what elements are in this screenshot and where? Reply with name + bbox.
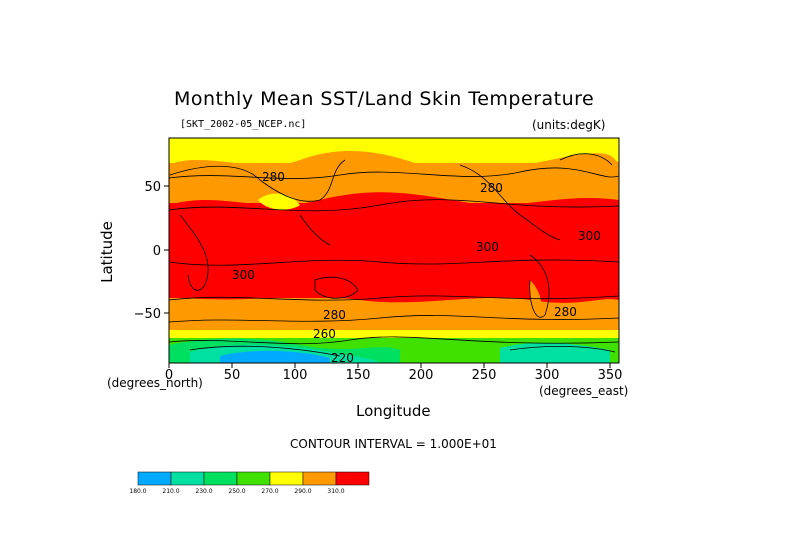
x-tick-label: 50 xyxy=(224,368,241,383)
contour-label: 280 xyxy=(262,170,285,184)
colorbar-label: 180.0 xyxy=(129,488,146,495)
contour-label: 300 xyxy=(476,240,499,254)
contour-label: 300 xyxy=(232,268,255,282)
colorbar-label: 290.0 xyxy=(294,488,311,495)
x-tick-label: 350 xyxy=(598,368,623,383)
band-south-cool xyxy=(169,330,619,340)
contour-label: 280 xyxy=(323,308,346,322)
colorbar-label: 270.0 xyxy=(261,488,278,495)
x-tick-label: 150 xyxy=(346,368,371,383)
colorbar-label: 250.0 xyxy=(228,488,245,495)
x-tick-label: 100 xyxy=(283,368,308,383)
colorbar-label: 230.0 xyxy=(195,488,212,495)
units-label: (units:degK) xyxy=(532,118,606,132)
file-name-label: [SKT_2002-05_NCEP.nc] xyxy=(180,119,307,130)
colorbar-swatch xyxy=(302,471,337,486)
colorbar-swatch xyxy=(170,471,205,486)
colorbar-label: 310.0 xyxy=(327,488,344,495)
colorbar-swatch xyxy=(335,471,370,486)
chart-title: Monthly Mean SST/Land Skin Temperature xyxy=(174,88,595,110)
y-axis-label: Latitude xyxy=(98,221,116,283)
colorbar-swatch xyxy=(203,471,238,486)
y-tick-label: −50 xyxy=(134,307,161,322)
x-units-right: (degrees_east) xyxy=(539,384,629,398)
band-south-mid xyxy=(169,298,619,333)
map-field xyxy=(169,138,619,363)
contour-interval-note: CONTOUR INTERVAL = 1.000E+01 xyxy=(290,437,497,451)
y-tick-label: 0 xyxy=(153,244,161,259)
contour-label: 220 xyxy=(331,351,354,365)
contour-label: 280 xyxy=(554,305,577,319)
band-tropics xyxy=(169,203,619,303)
colorbar-swatch xyxy=(137,471,172,486)
colorbar-swatch xyxy=(236,471,271,486)
x-axis-label: Longitude xyxy=(356,402,431,420)
contour-label: 300 xyxy=(578,229,601,243)
colorbar-swatch xyxy=(269,471,304,486)
x-tick-label: 250 xyxy=(472,368,497,383)
colorbar: 180.0 210.0 230.0 250.0 270.0 290.0 310.0 xyxy=(129,471,370,495)
x-tick-label: 0 xyxy=(165,368,173,383)
colorbar-label: 210.0 xyxy=(162,488,179,495)
contour-label: 280 xyxy=(480,181,503,195)
x-tick-label: 300 xyxy=(535,368,560,383)
y-tick-label: 50 xyxy=(144,180,161,195)
contour-label: 260 xyxy=(313,327,336,341)
x-units-left: (degrees_north) xyxy=(107,376,203,390)
x-tick-label: 200 xyxy=(409,368,434,383)
